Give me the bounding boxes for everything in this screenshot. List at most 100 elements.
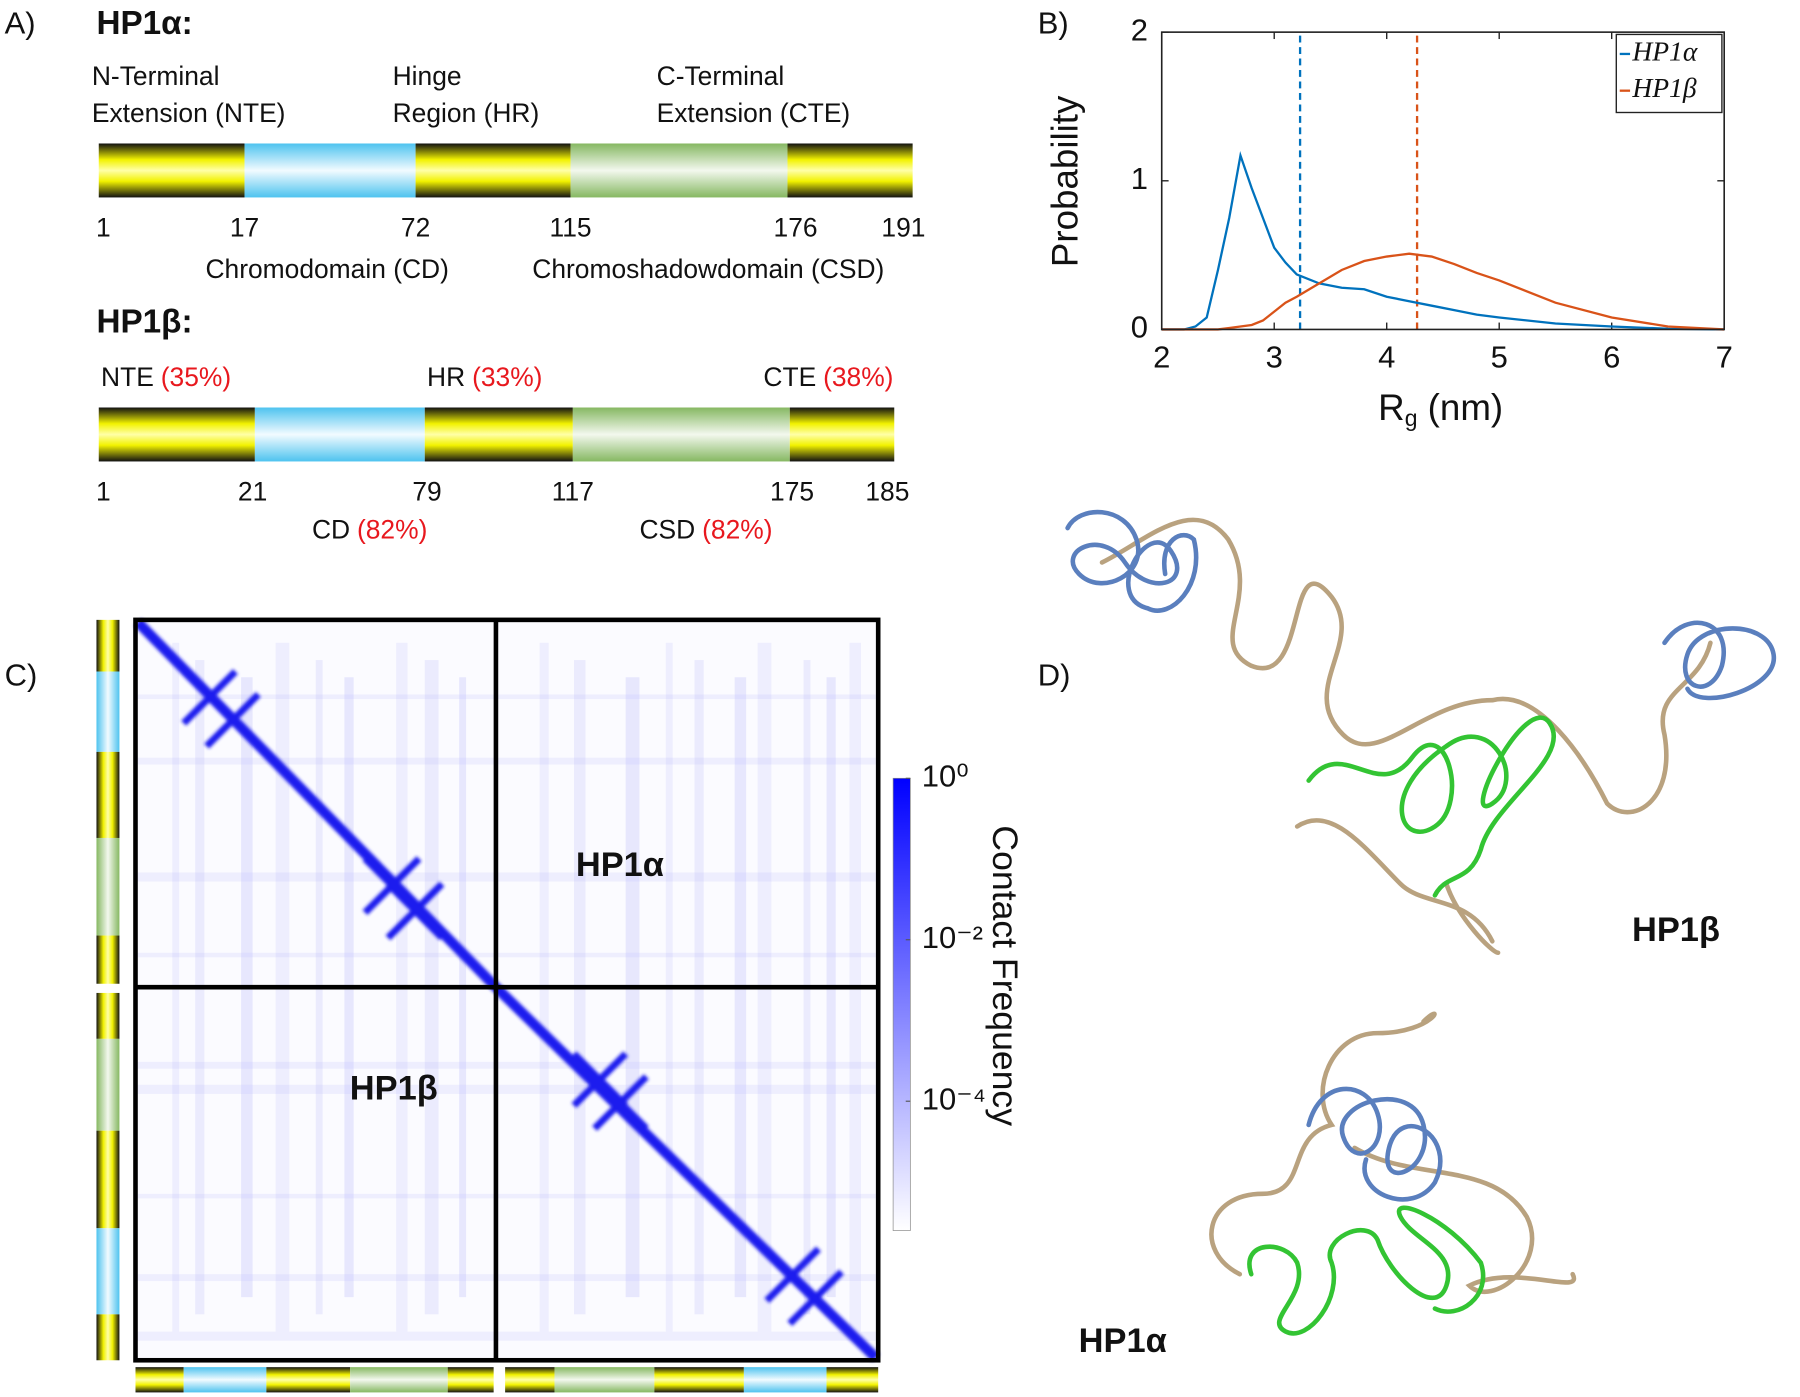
- domain-label: Extension (CTE): [657, 98, 851, 128]
- domain-name: NTE: [101, 362, 154, 392]
- identity: (33%): [472, 362, 542, 392]
- texture-stripe: [137, 952, 876, 958]
- y-tick-label: 2: [1131, 12, 1148, 47]
- texture-stripe: [137, 1084, 876, 1094]
- rg-chart: 2 3 4 5 6 7 0 1 2 HP1α HP1β Probability Rg (nm): [1044, 12, 1733, 431]
- domain-strip: [447, 1367, 494, 1393]
- domain-label: C-Terminal: [657, 61, 785, 91]
- identity: (82%): [702, 514, 772, 544]
- structures: HP1β HP1α: [1065, 509, 1776, 1360]
- texture-stripe: [137, 757, 876, 765]
- x-axis-title: Rg (nm): [1378, 387, 1503, 432]
- domain-label: Chromodomain (CD): [205, 254, 448, 284]
- domain-label: NTE (35%): [101, 362, 231, 392]
- identity: (35%): [161, 362, 231, 392]
- domain-strip: [505, 1367, 555, 1393]
- structure-label: HP1α: [1079, 1322, 1167, 1360]
- domain-label: HR (33%): [427, 362, 542, 392]
- plot-frame: [1160, 31, 1725, 331]
- domain-strip: [96, 1130, 120, 1229]
- texture-stripe: [137, 1274, 876, 1282]
- identity: (82%): [357, 514, 427, 544]
- protein-title: HP1β:: [96, 304, 192, 341]
- domain-segment: [254, 407, 425, 462]
- map-label: HP1α: [576, 846, 664, 884]
- x-tick-label: 2: [1153, 339, 1170, 374]
- residue-number: 1: [96, 477, 111, 507]
- domain-strip: [183, 1367, 267, 1393]
- legend-label: HP1α: [1631, 35, 1697, 66]
- y-tick-label: 0: [1131, 310, 1148, 345]
- structure-label: HP1β: [1632, 911, 1720, 949]
- residue-number: 21: [238, 477, 267, 507]
- domain-strip: [96, 619, 120, 672]
- y-tick-label: 1: [1131, 161, 1148, 196]
- domain-segment: [787, 143, 913, 198]
- domain-strip: [96, 1314, 120, 1361]
- x-tick-label: 4: [1378, 339, 1395, 374]
- panel-label: B): [1038, 5, 1069, 40]
- panel-label: D): [1038, 657, 1071, 692]
- colorbar-title: Contact Frequency: [985, 825, 1025, 1126]
- legend-label: HP1β: [1631, 72, 1696, 103]
- domain-segment: [570, 143, 788, 198]
- domain-strip: [743, 1367, 827, 1393]
- y-axis-title: Probability: [1044, 95, 1085, 267]
- domain-strip: [96, 1038, 120, 1131]
- panel-label: C): [5, 657, 38, 692]
- texture-stripe: [137, 1061, 876, 1069]
- domain-name: CD: [312, 514, 350, 544]
- residue-number: 185: [865, 477, 909, 507]
- domain-strip: [96, 671, 120, 752]
- domain-label: CTE (38%): [763, 362, 893, 392]
- series-line: [1161, 150, 1725, 331]
- domain-name: CSD: [639, 514, 695, 544]
- domain-label: N-Terminal: [92, 61, 220, 91]
- x-tick-label: 3: [1266, 339, 1283, 374]
- colorbar-scale: [892, 777, 911, 1231]
- texture-stripe: [137, 1193, 876, 1199]
- map-frame: [133, 617, 881, 1363]
- texture-stripe: [137, 694, 876, 700]
- domain-strip: [96, 837, 120, 936]
- x-tick-label: 5: [1491, 339, 1508, 374]
- domain-segment: [424, 407, 573, 462]
- legend-box: [1615, 33, 1723, 114]
- domain-segment: [789, 407, 895, 462]
- domain-strip: [96, 992, 120, 1039]
- domain-strips: [96, 619, 879, 1393]
- residue-number: 72: [401, 213, 430, 243]
- domain-name: CTE: [763, 362, 816, 392]
- domain-strip: [135, 1367, 184, 1393]
- domain-label: Chromoshadowdomain (CSD): [532, 254, 884, 284]
- residue-number: 1: [96, 213, 111, 243]
- map-diagonal: [134, 618, 880, 1362]
- domain-label: Extension (NTE): [92, 98, 286, 128]
- domain-name: HR: [427, 362, 465, 392]
- domain-strip: [654, 1367, 744, 1393]
- colorbar-tick-label: 10⁻²: [922, 920, 983, 955]
- residue-number: 176: [774, 213, 818, 243]
- colorbar-tick-label: 10⁰: [922, 758, 969, 793]
- domain-strip: [554, 1367, 655, 1393]
- map-label: HP1β: [350, 1070, 438, 1108]
- domain-strip: [826, 1367, 879, 1393]
- residue-number: 115: [550, 213, 592, 243]
- domain-segment: [415, 143, 571, 198]
- colorbar-tick-label: 10⁻⁴: [922, 1081, 986, 1116]
- domain-segment: [244, 143, 416, 198]
- x-axis-title-part: g: [1405, 405, 1418, 431]
- domain-segment: [98, 407, 255, 462]
- domain-segment: [98, 143, 245, 198]
- contact-map: HP1α HP1β: [96, 617, 881, 1393]
- domain-label: Region (HR): [393, 98, 540, 128]
- domain-panel: HP1α: N-Terminal Extension (NTE) Hinge Regio…: [92, 5, 926, 544]
- domain-strip: [350, 1367, 448, 1393]
- identity: (38%): [823, 362, 893, 392]
- residue-number: 117: [552, 477, 594, 507]
- x-tick-label: 7: [1716, 339, 1733, 374]
- protein-title: HP1α:: [96, 5, 192, 42]
- x-axis-title-part: R: [1378, 387, 1405, 428]
